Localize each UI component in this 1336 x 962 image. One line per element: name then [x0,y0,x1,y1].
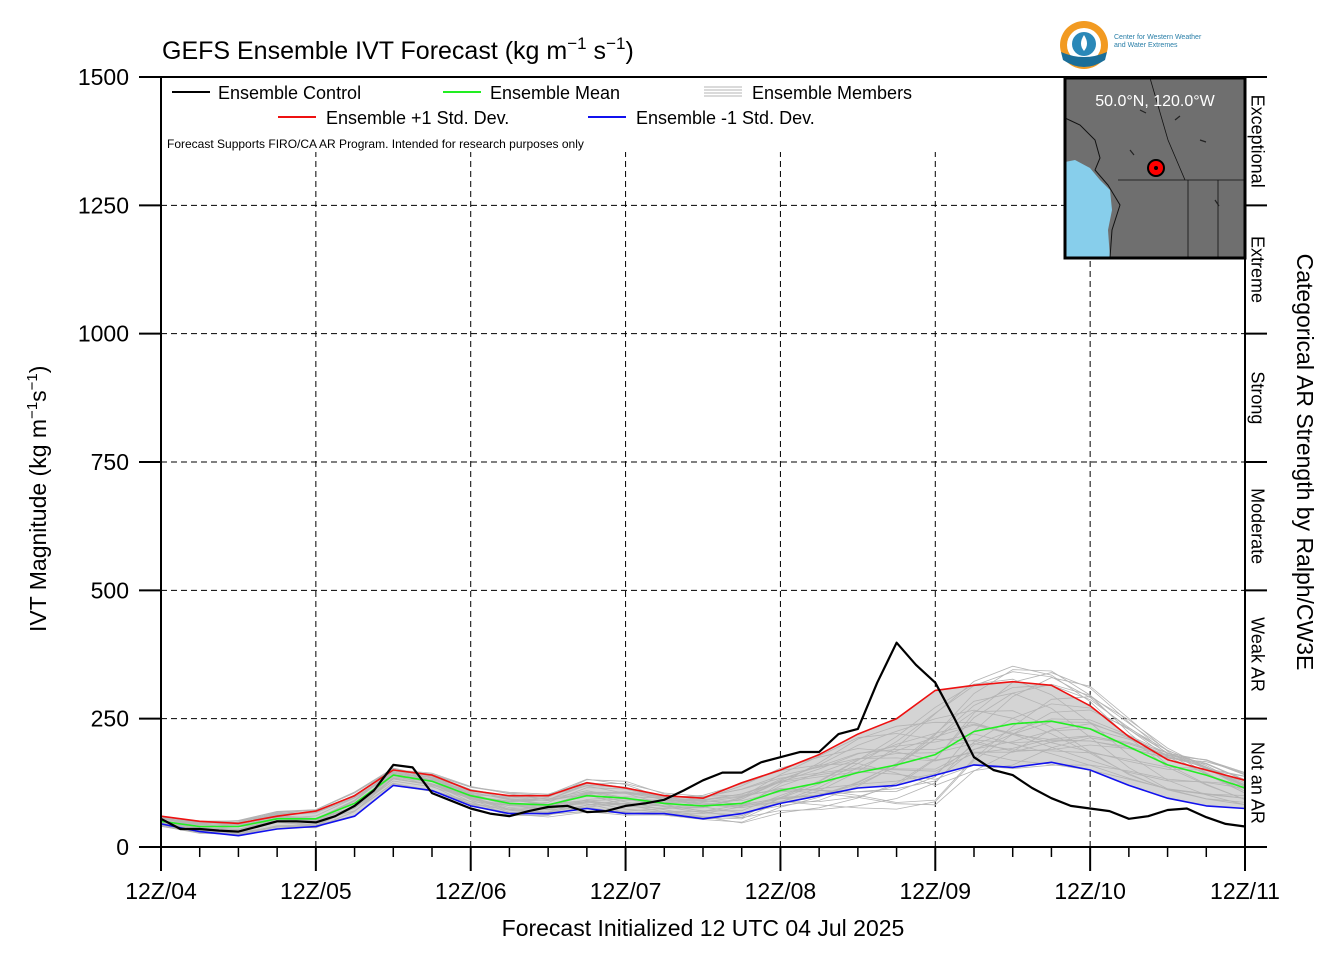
plus-std-line [160,680,1246,825]
logo-line-2: and Water Extremes [1114,42,1178,49]
legend-label-members: Ensemble Members [752,83,912,103]
right-axis-label: Categorical AR Strength by Ralph/CW3E [1292,254,1318,671]
x-tick-label: 12Z/07 [590,878,662,904]
y-tick-label: 1000 [78,321,129,347]
inset-map: 50.0°N, 120.0°W [1063,76,1247,260]
y-tick-label: 750 [91,449,129,475]
x-tick-label: 12Z/11 [1210,878,1280,904]
coastline [1064,117,1121,259]
legend-label-minus-std: Ensemble -1 Std. Dev. [636,108,815,128]
chart-title: GEFS Ensemble IVT Forecast (kg m−1 s−1) [162,34,634,65]
legend-swatch-members [704,86,742,97]
logo-line-1: Center for Western Weather [1114,34,1202,41]
inset-coords: 50.0°N, 120.0°W [1095,93,1215,110]
member-line [160,696,1246,828]
category-label: Exceptional [1247,95,1267,188]
y-axis-label: IVT Magnitude (kg m−1s−1) [24,366,51,632]
y-tick-label: 250 [91,706,129,732]
x-tick-label: 12Z/05 [280,878,352,904]
series-lines [160,641,1246,837]
logo-text: Center for Western Weather and Water Ext… [1114,34,1244,50]
category-label: Not an AR [1247,742,1267,824]
legend-label-mean: Ensemble Mean [490,83,620,103]
y-tick-label: 0 [116,834,129,860]
x-tick-label: 12Z/04 [125,878,197,904]
category-label: Weak AR [1247,617,1267,692]
lakes [1129,109,1220,207]
x-tick-label: 12Z/08 [745,878,817,904]
ocean-area [1065,160,1112,258]
x-tick-label: 12Z/06 [435,878,507,904]
y-tick-label: 500 [91,577,129,603]
y-tick-label: 1500 [78,64,129,90]
legend-label-control: Ensemble Control [218,83,361,103]
member-line [160,721,1246,833]
category-label: Extreme [1247,236,1267,303]
state-border [1118,77,1245,258]
cw3e-logo-icon [1060,21,1108,69]
x-tick-label: 12Z/09 [899,878,971,904]
minus-std-line [160,761,1246,837]
legend: Ensemble Control Ensemble Mean Ensemble … [167,83,912,151]
category-label: Moderate [1247,488,1267,564]
research-note: Forecast Supports FIRO/CA AR Program. In… [167,137,584,151]
control-line [160,641,1246,833]
legend-label-plus-std: Ensemble +1 Std. Dev. [326,108,509,128]
x-tick-label: 12Z/10 [1054,878,1126,904]
mean-line [160,720,1246,828]
x-axis-label: Forecast Initialized 12 UTC 04 Jul 2025 [502,915,905,941]
axes: 0 250 500 750 1000 1250 1500 12Z/04 12Z/05 12Z/06… [78,64,1280,904]
category-label: Strong [1247,371,1267,424]
y-tick-label: 1250 [78,192,129,218]
ensemble-spread-band [161,681,1245,836]
member-line [160,677,1246,828]
spread-band [161,681,1245,836]
